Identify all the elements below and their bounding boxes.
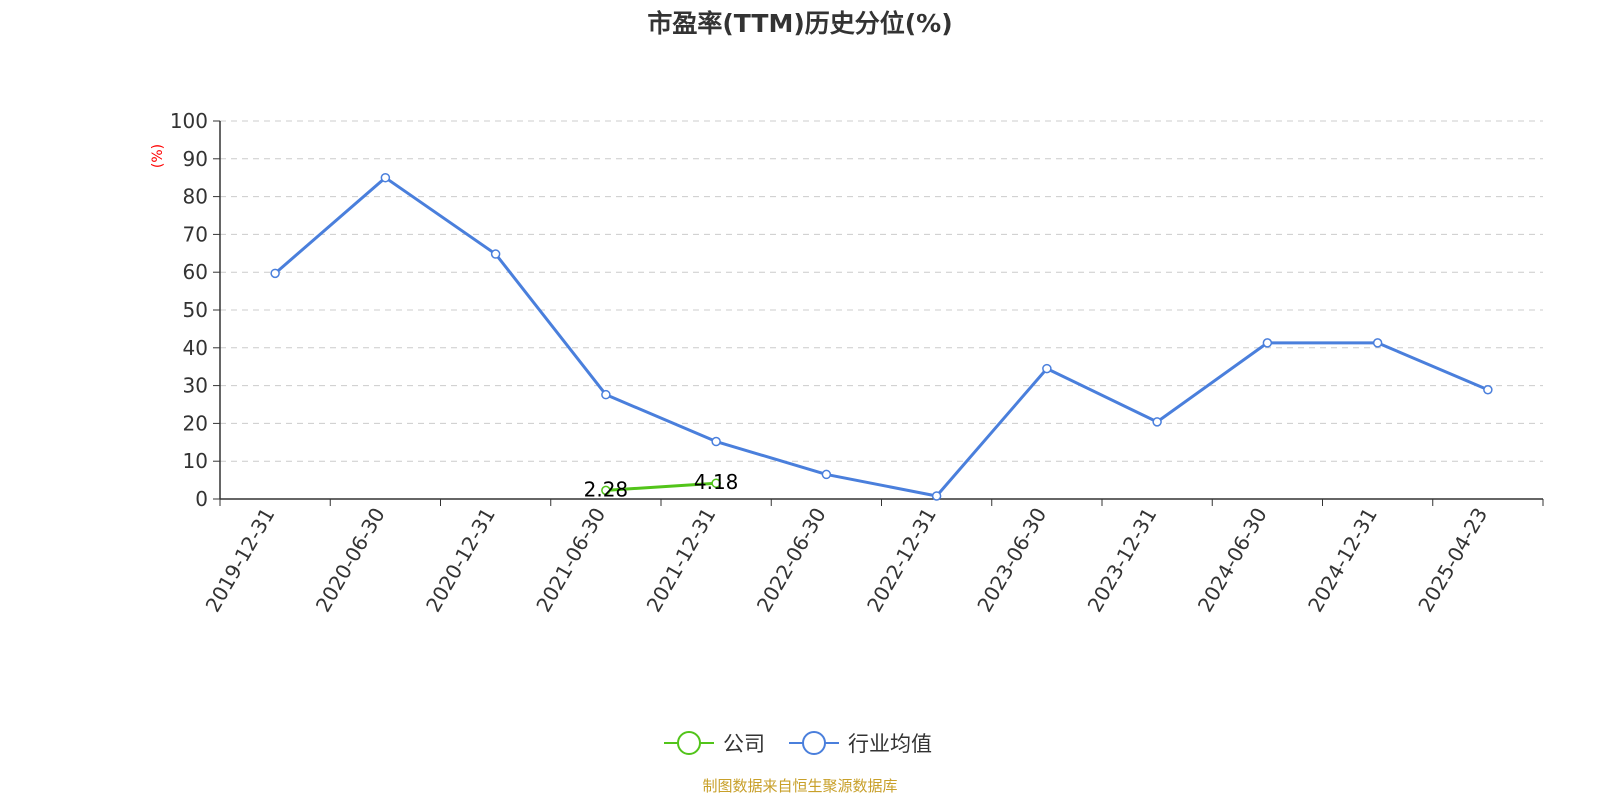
y-tick-label: 10	[183, 449, 208, 473]
x-tick-label: 2021-06-30	[531, 504, 610, 617]
legend-label: 行业均值	[848, 732, 932, 756]
data-point	[1483, 385, 1493, 395]
x-tick-label: 2024-06-30	[1193, 504, 1272, 617]
data-point	[270, 268, 280, 279]
data-label: 4.18	[694, 470, 739, 494]
y-tick-label: 0	[195, 487, 208, 511]
y-tick-label: 80	[183, 185, 208, 209]
series-line	[274, 176, 1489, 498]
source-note: 制图数据来自恒生聚源数据库	[702, 777, 897, 795]
legend-marker-icon	[802, 731, 826, 755]
x-tick-label: 2020-06-30	[311, 504, 390, 617]
y-tick-label: 20	[183, 411, 208, 435]
data-point	[1372, 338, 1383, 348]
data-point	[380, 172, 391, 183]
legend[interactable]: 公司 行业均值	[664, 731, 932, 756]
x-tick-label: 2020-12-31	[421, 504, 500, 617]
series-1	[601, 478, 721, 496]
data-point	[711, 478, 721, 488]
data-labels: 2.28 4.18	[584, 470, 739, 501]
grid-lines	[220, 120, 1543, 462]
data-point	[931, 491, 942, 501]
data-point	[1262, 338, 1273, 348]
series-2	[270, 172, 1493, 501]
x-tick-label: 2025-04-23	[1413, 504, 1492, 617]
y-tick-label: 50	[183, 298, 208, 322]
series-layer	[270, 172, 1493, 501]
data-point	[1152, 417, 1162, 427]
legend-label: 公司	[723, 732, 765, 756]
x-tick-label: 2024-12-31	[1303, 504, 1382, 617]
x-tick-label: 2022-06-30	[752, 504, 831, 617]
legend-item-1[interactable]: 公司	[664, 731, 765, 756]
y-tick-label: 30	[183, 374, 208, 398]
y-tick-label: 40	[183, 336, 208, 360]
x-tick-label: 2022-12-31	[862, 504, 941, 617]
data-point	[601, 389, 611, 400]
data-point	[1042, 363, 1052, 374]
data-point	[601, 485, 611, 496]
series-line	[605, 481, 717, 492]
y-tick-label: 60	[183, 260, 208, 284]
chart-title: 市盈率(TTM)历史分位(%)	[647, 9, 952, 38]
y-tick-label: 100	[170, 109, 208, 133]
data-point	[490, 249, 501, 259]
legend-item-2[interactable]: 行业均值	[789, 731, 932, 756]
x-tick-label: 2019-12-31	[201, 504, 280, 617]
x-tick-label: 2023-06-30	[972, 504, 1051, 617]
data-point	[711, 436, 721, 447]
x-tick-label: 2021-12-31	[642, 504, 721, 617]
legend-marker-icon	[677, 731, 701, 755]
data-label: 2.28	[584, 477, 629, 501]
y-tick-label: 90	[183, 147, 208, 171]
y-axis-unit: (%)	[150, 144, 166, 168]
y-tick-label: 70	[183, 222, 208, 246]
x-tick-label: 2023-12-31	[1083, 504, 1162, 617]
data-point	[821, 469, 832, 480]
